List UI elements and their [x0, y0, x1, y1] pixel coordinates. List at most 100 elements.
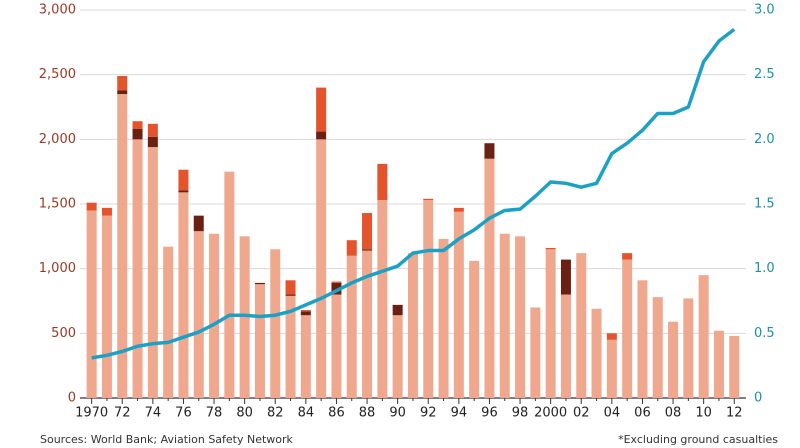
x-tick-label: 90	[389, 406, 406, 421]
x-tick-label: 06	[634, 406, 651, 421]
bar-segment	[132, 139, 143, 399]
y2-tick-label: 1.5	[754, 197, 775, 212]
y-tick-label: 0	[68, 391, 76, 406]
bar-segment	[698, 275, 709, 398]
bar-segment	[530, 307, 541, 398]
y2-tick-label: 1.0	[754, 261, 775, 276]
y-tick-label: 1,500	[39, 197, 76, 212]
bar-segment	[438, 238, 449, 398]
y-tick-label: 3,000	[39, 3, 76, 18]
bar-segment	[515, 236, 526, 398]
note: *Excluding ground casualties	[618, 433, 778, 446]
bar-segment	[683, 298, 694, 398]
source: Sources: World Bank; Aviation Safety Net…	[40, 433, 294, 446]
x-tick-label: 78	[206, 406, 223, 421]
bar-segment	[484, 158, 495, 398]
bar-segment	[392, 315, 403, 398]
x-tick-label: 84	[298, 406, 315, 421]
y2-tick-label: 2.5	[754, 67, 775, 82]
bar-segment	[453, 211, 464, 398]
bar-segment	[300, 315, 311, 398]
bar-segment	[668, 321, 679, 398]
bar-segment	[637, 280, 648, 398]
bar-segment	[285, 295, 296, 398]
bar-segment	[560, 259, 571, 295]
bar-segment	[346, 240, 357, 256]
bar-segment	[362, 213, 373, 250]
x-tick-label: 80	[236, 406, 253, 421]
bar-segment	[407, 253, 418, 398]
bar-segment	[729, 335, 740, 398]
bar-segment	[300, 311, 311, 316]
bar-segment	[423, 200, 434, 398]
y2-tick-label: 0.5	[754, 326, 775, 341]
x-tick-label: 08	[665, 406, 682, 421]
bar-segment	[346, 255, 357, 398]
line	[91, 28, 736, 360]
bar-segment	[239, 236, 250, 398]
bar-segment	[377, 200, 388, 398]
bar-segment	[117, 90, 128, 95]
bar-segment	[101, 207, 112, 216]
bar-segment	[331, 281, 342, 283]
bar-segment	[423, 198, 434, 201]
bar-segment	[576, 253, 587, 398]
x-tick-label: 72	[114, 406, 131, 421]
x-tick-label: 10	[695, 406, 712, 421]
y2-tick-label: 0	[754, 391, 762, 406]
bar-segment	[316, 139, 327, 399]
bar-segment	[392, 304, 403, 316]
x-tick-label: 96	[481, 406, 498, 421]
y-tick-label: 1,000	[39, 261, 76, 276]
bar-segment	[285, 280, 296, 295]
x-tick-label: 76	[175, 406, 192, 421]
bar-segment	[622, 253, 633, 260]
y-tick-label: 2,500	[39, 67, 76, 82]
bar-segment	[545, 249, 556, 398]
y-tick-label: 500	[51, 326, 76, 341]
y-tick-label: 2,000	[39, 132, 76, 147]
bar-segment	[147, 136, 158, 148]
bar-segment	[147, 147, 158, 398]
bar-segment	[132, 121, 143, 129]
bar-segment	[560, 294, 571, 398]
bar-segment	[377, 163, 388, 201]
x-tick-label: 86	[328, 406, 345, 421]
bar-segment	[285, 294, 296, 296]
bar-segment	[652, 297, 663, 398]
y2-tick-label: 2.0	[754, 132, 775, 147]
bar-segment	[224, 171, 235, 398]
x-tick-label: 94	[451, 406, 468, 421]
x-tick-label: 82	[267, 406, 284, 421]
bar-segment	[209, 233, 220, 398]
bar-segment	[132, 128, 143, 140]
bar-segment	[713, 330, 724, 398]
bar-segment	[178, 169, 189, 191]
bar-segment	[453, 207, 464, 212]
bar-segment	[147, 123, 158, 137]
bar-segment	[86, 202, 97, 211]
bar-segment	[316, 87, 327, 132]
bar-segment	[178, 192, 189, 398]
x-tick-label: 92	[420, 406, 437, 421]
bar-segment	[499, 233, 510, 398]
bar-segment	[545, 247, 556, 250]
bar-segment	[117, 75, 128, 91]
bar-segment	[254, 282, 265, 285]
bar-segment	[117, 94, 128, 399]
bar-segment	[606, 333, 617, 340]
x-tick-label: 88	[359, 406, 376, 421]
bar-segment	[178, 190, 189, 193]
bar-segment	[254, 284, 265, 398]
bar-segment	[300, 310, 311, 312]
bar-segment	[622, 259, 633, 398]
y2-tick-label: 3.0	[754, 3, 775, 18]
bar-segment	[484, 143, 495, 159]
x-tick-label: 04	[604, 406, 621, 421]
x-tick-label: 2000	[534, 406, 567, 421]
bar-segment	[86, 210, 97, 398]
bar-segment	[163, 246, 174, 398]
bar-segment	[469, 260, 480, 398]
bar-segment	[101, 215, 112, 398]
